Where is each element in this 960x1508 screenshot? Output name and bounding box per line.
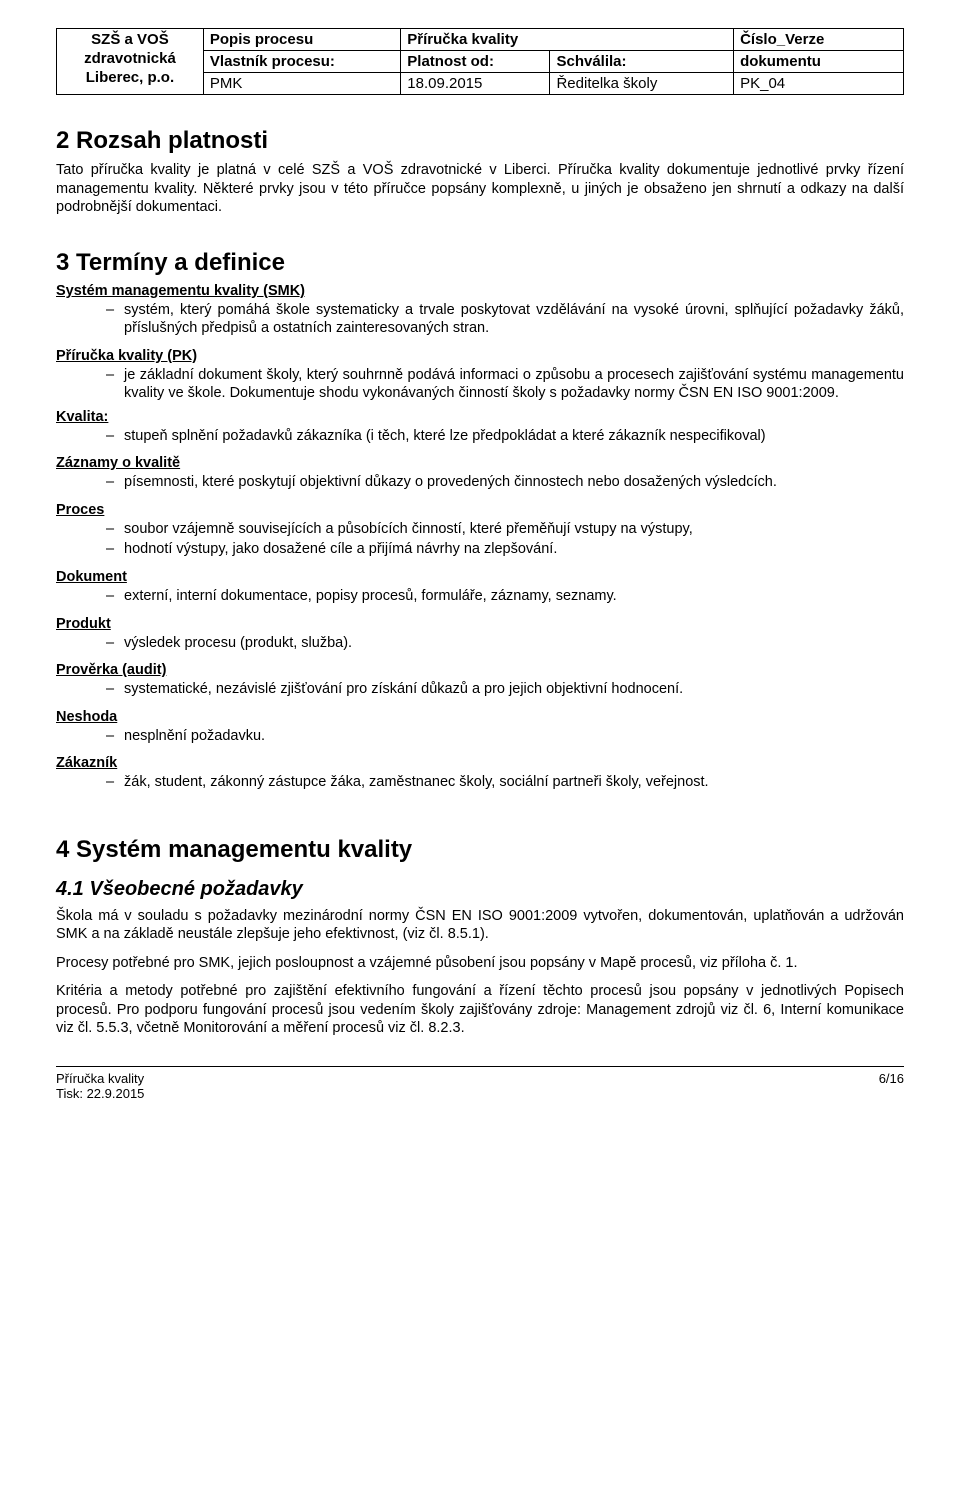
term-zakaznik-heading: Zákazník <box>56 755 904 771</box>
hdr-r2c1: Vlastník procesu: <box>203 51 400 73</box>
section-4-title: 4 Systém managementu kvality <box>56 836 904 864</box>
page: SZŠ a VOŠ zdravotnická Liberec, p.o. Pop… <box>0 0 960 1125</box>
list-item: soubor vzájemně souvisejících a působící… <box>106 520 904 539</box>
section-4-1-p2: Procesy potřebné pro SMK, jejich posloup… <box>56 954 904 973</box>
list-item: nesplnění požadavku. <box>106 727 904 746</box>
list-item: je základní dokument školy, který souhrn… <box>106 366 904 403</box>
list-item: písemnosti, které poskytují objektivní d… <box>106 473 904 492</box>
org-line1: SZŠ a VOŠ <box>91 31 169 48</box>
term-dokument-heading: Dokument <box>56 569 904 585</box>
list-item: hodnotí výstupy, jako dosažené cíle a př… <box>106 540 904 559</box>
term-proverka-heading: Prověrka (audit) <box>56 662 904 678</box>
term-neshoda-heading: Neshoda <box>56 709 904 725</box>
term-produkt-list: výsledek procesu (produkt, služba). <box>56 634 904 653</box>
section-4-1-title: 4.1 Všeobecné požadavky <box>56 878 904 901</box>
section-2-p1: Tato příručka kvality je platná v celé S… <box>56 161 904 217</box>
term-dokument-list: externí, interní dokumentace, popisy pro… <box>56 587 904 606</box>
term-smk-heading: Systém managementu kvality (SMK) <box>56 283 904 299</box>
term-kvalita-heading: Kvalita: <box>56 409 904 425</box>
hdr-r2c3: Schválila: <box>550 51 734 73</box>
page-footer: Příručka kvality Tisk: 22.9.2015 6/16 <box>56 1066 904 1101</box>
footer-left: Příručka kvality Tisk: 22.9.2015 <box>56 1071 144 1101</box>
footer-print-date: Tisk: 22.9.2015 <box>56 1086 144 1101</box>
section-4-1-p1: Škola má v souladu s požadavky mezinárod… <box>56 907 904 944</box>
list-item: žák, student, zákonný zástupce žáka, zam… <box>106 773 904 792</box>
term-proces-heading: Proces <box>56 502 904 518</box>
hdr-r3c3: Ředitelka školy <box>550 73 734 95</box>
hdr-r3c2: 18.09.2015 <box>401 73 550 95</box>
hdr-r3c1: PMK <box>203 73 400 95</box>
term-proces-list: soubor vzájemně souvisejících a působící… <box>56 520 904 559</box>
term-neshoda-list: nesplnění požadavku. <box>56 727 904 746</box>
org-cell: SZŠ a VOŠ zdravotnická Liberec, p.o. <box>57 29 204 95</box>
section-2-title: 2 Rozsah platnosti <box>56 127 904 155</box>
footer-page-number: 6/16 <box>879 1071 904 1101</box>
hdr-r2c4: dokumentu <box>734 51 904 73</box>
org-line2: zdravotnická <box>84 50 176 67</box>
term-produkt-heading: Produkt <box>56 616 904 632</box>
list-item: externí, interní dokumentace, popisy pro… <box>106 587 904 606</box>
hdr-r1c4: Číslo_Verze <box>734 29 904 51</box>
hdr-r1c2: Příručka kvality <box>401 29 734 51</box>
hdr-r3c4: PK_04 <box>734 73 904 95</box>
hdr-r1c1: Popis procesu <box>203 29 400 51</box>
org-line3: Liberec, p.o. <box>86 69 174 86</box>
term-smk-list: systém, který pomáhá škole systematicky … <box>56 301 904 338</box>
list-item: stupeň splnění požadavků zákazníka (i tě… <box>106 427 904 446</box>
term-zaznamy-heading: Záznamy o kvalitě <box>56 455 904 471</box>
header-table: SZŠ a VOŠ zdravotnická Liberec, p.o. Pop… <box>56 28 904 95</box>
term-kvalita-list: stupeň splnění požadavků zákazníka (i tě… <box>56 427 904 446</box>
list-item: systematické, nezávislé zjišťování pro z… <box>106 680 904 699</box>
hdr-r2c2: Platnost od: <box>401 51 550 73</box>
term-zakaznik-list: žák, student, zákonný zástupce žáka, zam… <box>56 773 904 792</box>
list-item: systém, který pomáhá škole systematicky … <box>106 301 904 338</box>
term-pk-list: je základní dokument školy, který souhrn… <box>56 366 904 403</box>
section-4-1-p3: Kritéria a metody potřebné pro zajištění… <box>56 982 904 1038</box>
term-proverka-list: systematické, nezávislé zjišťování pro z… <box>56 680 904 699</box>
footer-doc-title: Příručka kvality <box>56 1071 144 1086</box>
section-3-title: 3 Termíny a definice <box>56 249 904 277</box>
term-zaznamy-list: písemnosti, které poskytují objektivní d… <box>56 473 904 492</box>
term-pk-heading: Příručka kvality (PK) <box>56 348 904 364</box>
list-item: výsledek procesu (produkt, služba). <box>106 634 904 653</box>
